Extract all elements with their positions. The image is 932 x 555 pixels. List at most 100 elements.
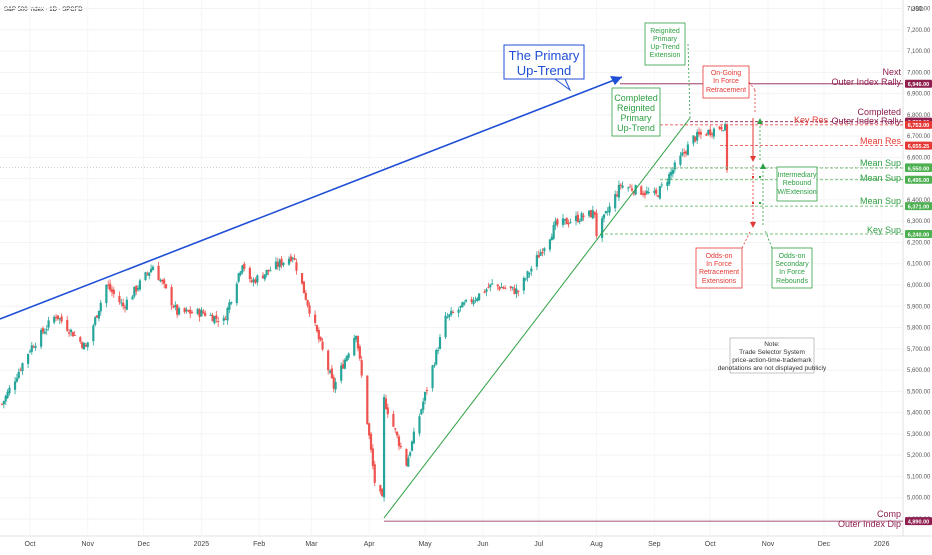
x-tick-label: 2026 [874,541,890,548]
candle-body [21,363,24,372]
primary-trend-line[interactable] [0,76,623,320]
svg-text:On-Going: On-Going [711,70,741,77]
candle-body [230,302,233,304]
candle-body [392,413,395,427]
candle-body [627,187,630,189]
candle-body [412,431,415,444]
candle-body [645,190,648,194]
svg-text:Odds-on: Odds-on [706,253,733,260]
completed-label: Completed [857,107,901,117]
candle-body [463,302,466,305]
candle-body [656,195,660,197]
candle-body [289,256,292,262]
candle-body [444,315,447,338]
candle-body [457,309,460,313]
candle-body [135,285,138,292]
candle-body [515,288,518,294]
candle-body [353,337,356,356]
x-tick-label: Mar [305,541,318,548]
svg-text:Extensions: Extensions [702,278,737,285]
candle-body [40,329,43,347]
ongoing-guide [748,81,756,91]
candle-body [204,312,207,316]
y-tick-label: 5,800.00 [907,326,931,332]
svg-text:Rebounds: Rebounds [776,278,808,285]
x-tick-label: Oct [25,541,36,548]
currency-label: USD [911,7,924,13]
candle-body [550,236,553,241]
primary-trend-label-line1: The Primary [509,48,580,63]
candle-body [317,329,320,340]
candle-body [112,289,115,295]
candle-body [341,364,345,369]
x-tick-label: Nov [762,541,775,548]
candle-body [697,131,701,135]
svg-text:Secondary: Secondary [775,261,809,268]
candle-body [399,445,402,448]
candle-body [54,317,58,319]
candle-body [213,316,216,324]
candle-body [107,284,110,286]
candle-body [4,395,7,402]
candle-body [539,252,542,256]
candle-body [133,286,136,297]
candle-body [679,155,682,165]
candle-body [668,174,671,185]
candle-body [58,318,61,320]
price-tag [905,141,932,150]
x-tick-label: May [418,541,432,548]
candle-body [300,273,304,284]
note-box: Note: Trade Selector System price-action… [718,337,827,374]
candle-body [470,299,473,303]
candle-body [222,317,225,321]
candle-body [224,318,227,320]
symbol-title: S&P 500 Index · 1D · SPCFD [4,7,83,13]
y-tick-label: 6,000.00 [907,283,931,289]
candle-body [502,286,505,289]
candle-body [6,391,9,398]
candle-body [315,325,319,332]
y-tick-label: 7,000.00 [907,70,931,76]
completed-reignited-label: Completed Reignited Primary Up-Trend [611,87,661,137]
candle-body [241,265,244,273]
candle-body [308,305,311,314]
y-tick-label: 5,500.00 [907,389,931,395]
candle-body [696,132,699,141]
reignited-trend-line[interactable] [383,117,691,519]
candle-body [498,286,501,290]
svg-text:Primary: Primary [653,36,678,43]
candle-body [13,381,17,390]
candle-body [561,218,565,225]
y-tick-label: 5,400.00 [907,411,931,417]
candle-body [189,309,192,314]
candle-body [200,309,203,317]
price-tag [905,229,932,238]
candle-body [386,407,389,415]
candle-body [485,289,488,292]
candle-body [576,214,579,223]
level-text-labels: Next Outer Index Rally Completed Outer I… [794,67,902,529]
svg-text:In Force: In Force [706,261,732,268]
candle-body [172,306,175,308]
candle-body [591,210,594,219]
candle-body [464,299,468,302]
candle-body [669,171,673,176]
candle-body [694,136,697,142]
candle-body [94,317,97,325]
candle-body [108,283,112,291]
candle-body [658,186,662,199]
svg-text:In Force: In Force [713,78,739,85]
candle-body [630,188,634,191]
candle-body [410,441,414,451]
grid-layer [0,8,903,520]
price-tag [905,79,932,88]
candle-body [640,186,643,195]
candle-body [655,189,658,194]
candle-body [409,452,412,456]
y-tick-label: 6,800.00 [907,113,931,119]
candle-body [673,162,676,170]
candle-body [99,302,102,312]
x-tick-label: Dec [137,541,150,548]
candle-body [243,263,246,269]
